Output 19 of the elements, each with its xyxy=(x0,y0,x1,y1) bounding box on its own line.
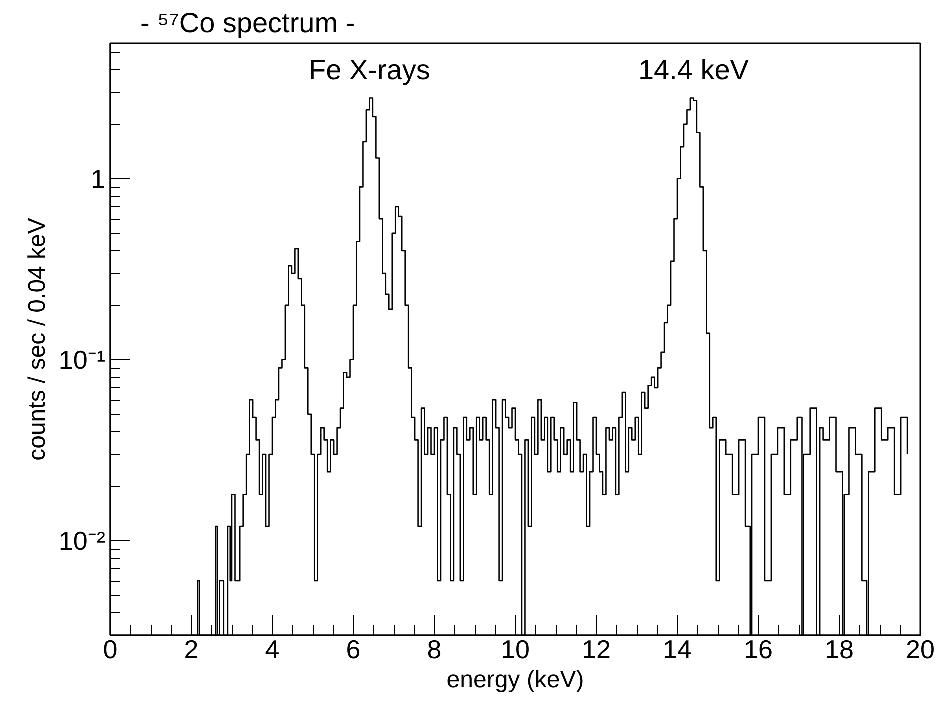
x-tick-label: 12 xyxy=(582,634,611,664)
y-tick-label: 10⁻¹ xyxy=(58,344,106,375)
x-tick-label: 6 xyxy=(346,634,361,664)
x-tick-label: 0 xyxy=(103,634,118,664)
y-axis-title: counts / sec / 0.04 keV xyxy=(24,218,51,461)
x-tick-label: 14 xyxy=(663,634,692,664)
x-tick-label: 16 xyxy=(744,634,773,664)
x-tick-label: 2 xyxy=(184,634,199,664)
y-tick-label: 10⁻² xyxy=(58,526,106,556)
x-axis-title: energy (keV) xyxy=(446,666,584,694)
annotation: 14.4 keV xyxy=(638,54,750,86)
x-tick-label: 18 xyxy=(825,634,854,664)
y-tick-label: 1 xyxy=(91,164,106,194)
x-tick-label: 20 xyxy=(906,634,935,664)
x-tick-label: 10 xyxy=(501,634,530,664)
chart-title: - ⁵⁷Co spectrum - xyxy=(140,8,356,38)
x-tick-label: 8 xyxy=(427,634,442,664)
annotation: Fe X-rays xyxy=(309,54,430,86)
x-tick-label: 4 xyxy=(265,634,280,664)
